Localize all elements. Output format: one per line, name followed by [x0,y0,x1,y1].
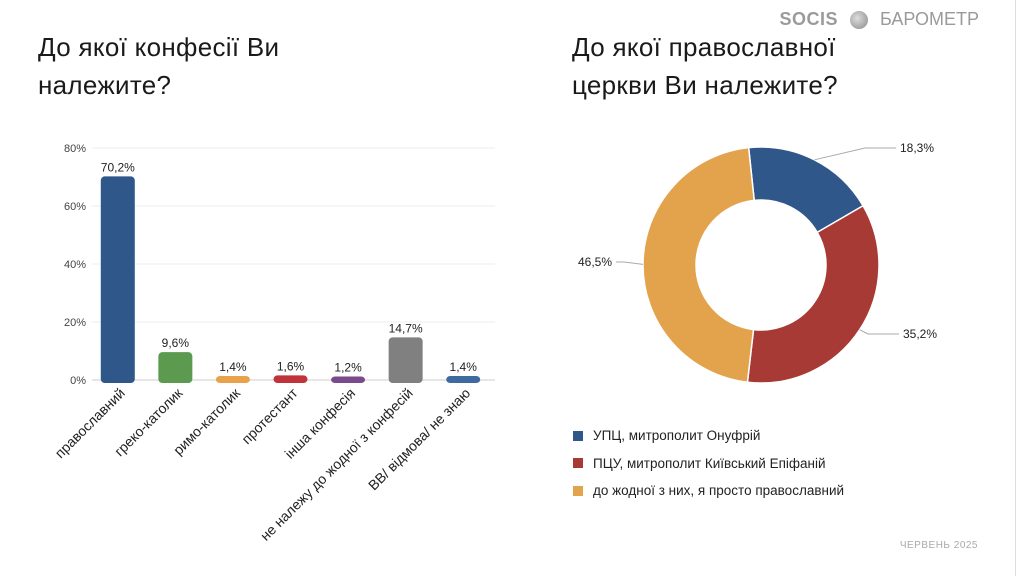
donut-chart-title: До якої православної церкви Ви належите? [572,32,838,100]
y-tick-label: 40% [64,259,86,271]
donut-chart: 18,3% 35,2% 46,5% [578,141,937,384]
footer-date: ЧЕРВЕНЬ 2025 [899,540,978,551]
y-tick-label: 20% [64,317,86,329]
legend-label: ПЦУ, митрополит Київський Епіфаній [593,455,826,471]
brand-name: БАРОМЕТР [879,9,979,29]
data-label: 1,4% [219,360,247,374]
data-label: 70,2% [101,160,135,174]
legend-label: УПЦ, митрополит Онуфрій [593,428,761,444]
legend-swatch [573,485,583,496]
legend-swatch [573,458,583,469]
leader-line [616,261,644,265]
bar [446,375,481,383]
bar-chart: 0%20%40%60%80%70,2%православний9,6%греко… [52,143,495,544]
bar [388,337,423,383]
slice-label: 46,5% [578,255,612,269]
legend-label: до жодної з них, я просто православний [593,483,845,499]
donut-slice [642,146,756,384]
data-label: 1,6% [277,359,305,373]
legend-swatch [573,430,583,441]
data-label: 1,2% [334,361,362,375]
leader-line [859,329,899,335]
legend-item: УПЦ, митрополит Онуфрій [573,422,844,450]
leader-line [814,147,896,161]
donut-legend: УПЦ, митрополит Онуфрій ПЦУ, митрополит К… [573,422,844,505]
page-edge [1015,0,1016,576]
y-tick-label: 80% [64,143,86,155]
bar [331,376,366,383]
bar-chart-title: До якої конфесії Ви належите? [38,32,280,100]
slice-label: 35,2% [903,327,937,341]
bar [100,176,135,383]
bar [158,352,193,383]
legend-item: ПЦУ, митрополит Київський Епіфаній [573,450,844,478]
brand-header: SOCIS БАРОМЕТР [779,9,979,30]
data-label: 1,4% [450,360,478,374]
y-tick-label: 60% [64,201,86,213]
bar [215,375,250,383]
legend-item: до жодної з них, я просто православний [573,477,844,505]
data-label: 9,6% [162,336,190,350]
bar [273,375,308,383]
y-tick-label: 0% [70,375,86,387]
socis-logo: SOCIS [779,9,838,29]
slice-label: 18,3% [900,141,934,155]
data-label: 14,7% [389,321,423,335]
globe-icon [849,10,868,29]
donut-slice [746,204,880,384]
